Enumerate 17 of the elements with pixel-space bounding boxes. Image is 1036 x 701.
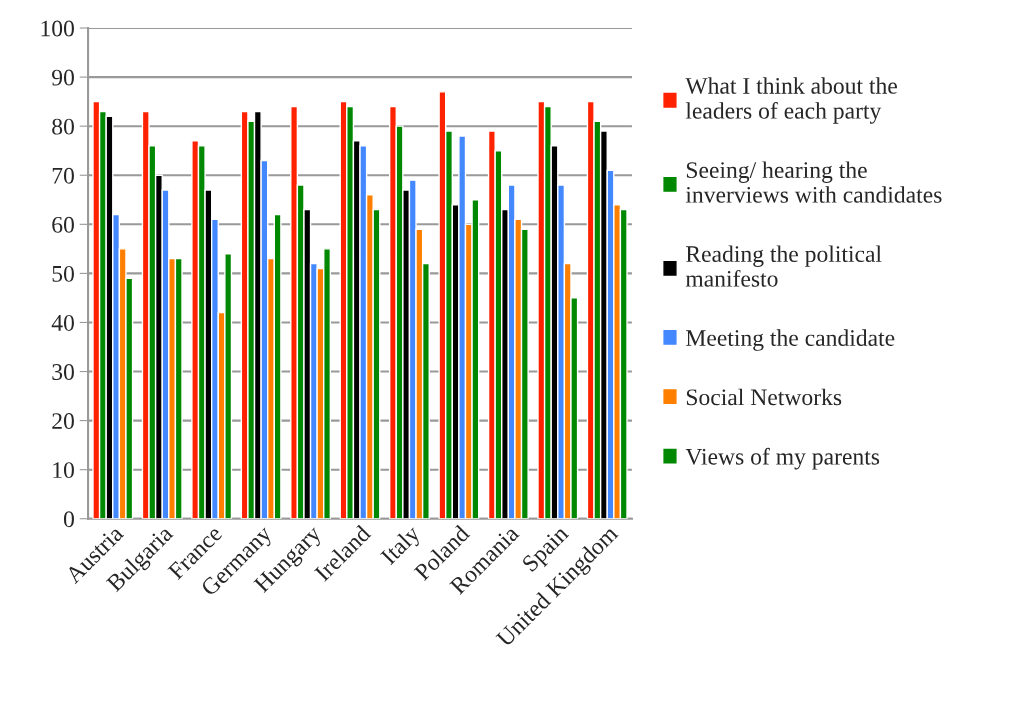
y-tick-label: 90 [52,69,74,86]
y-tick-label: 100 [41,20,74,37]
legend-label: Seeing/ hearing the inverviews with candidates [685,161,942,203]
y-tick-label: 60 [52,216,74,233]
y-tick-label: 20 [52,413,74,430]
y-tick-label: 10 [53,462,74,479]
y-tick-label: 50 [52,265,74,282]
legend-label: Meeting the candidate [686,329,895,351]
y-tick-label: 0 [63,511,74,528]
legend-label: Social Networks [686,388,842,406]
legend-label: Reading the political manifesto [685,245,882,287]
legend-label: What I think about the leaders of each party [685,77,897,124]
y-tick-label: 40 [51,314,74,331]
y-tick-label: 30 [52,364,74,380]
y-tick-label: 70 [52,167,74,184]
y-tick-label: 80 [52,118,74,135]
legend-label: Views of my parents [685,447,880,470]
